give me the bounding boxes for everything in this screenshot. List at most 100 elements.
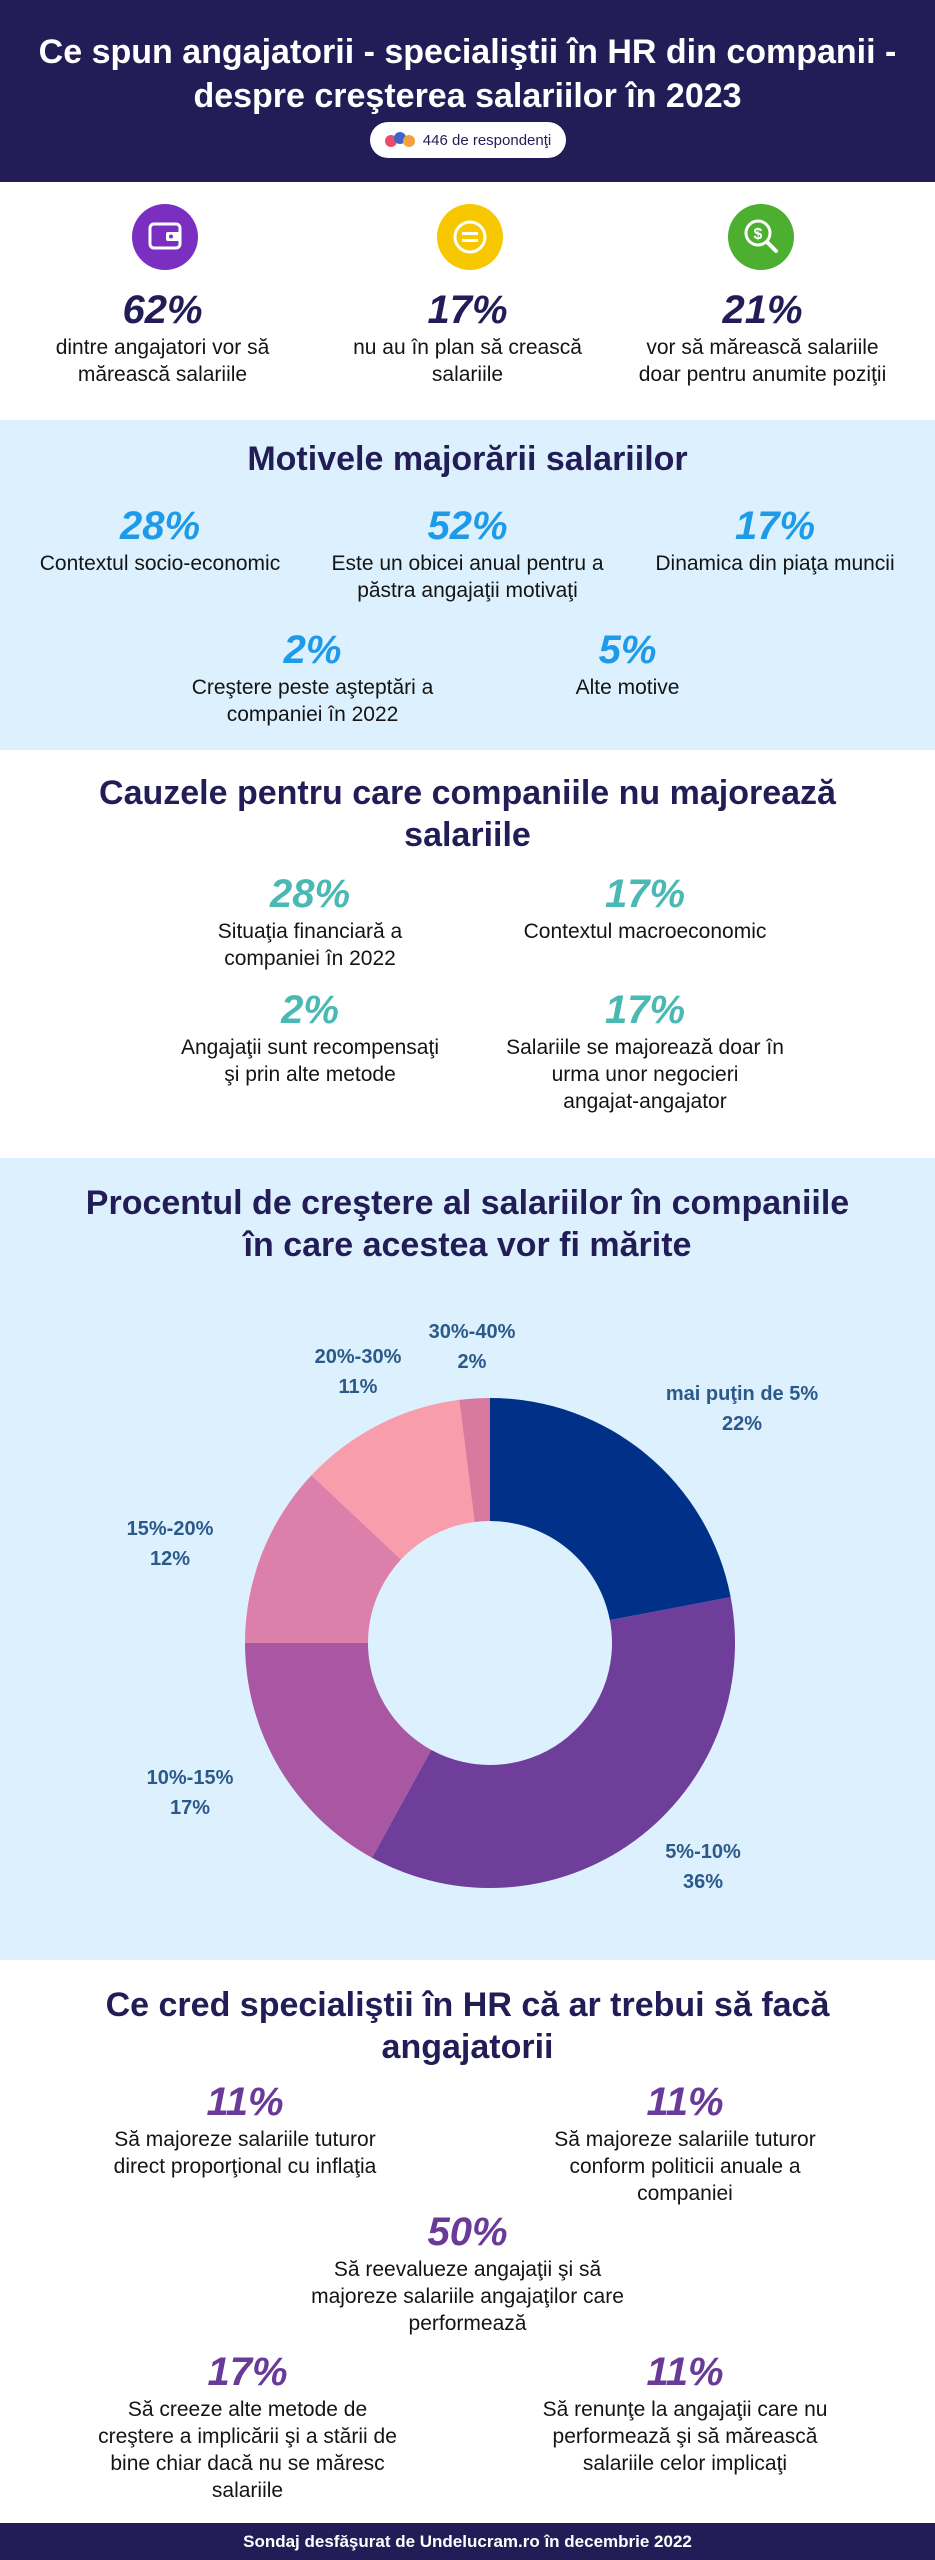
hr-opinion-title-line-2: angajatorii bbox=[381, 2028, 554, 2066]
footer-banner: Sondaj desfăşurat de Undelucram.ro în de… bbox=[0, 2523, 935, 2560]
donut-slice-1 bbox=[371, 1597, 735, 1888]
opinion-desc-line-3: bine chiar dacă nu se măresc bbox=[110, 2452, 385, 2475]
donut-chart: mai puţin de 5% 22% 5%-10% 36% 10%-15% 17% 15%… bbox=[127, 1321, 819, 1893]
reason-percent: 28% bbox=[119, 504, 201, 548]
slice-value-label: 17% bbox=[170, 1797, 210, 1819]
causes-title-line-1: Cauzele pentru care companiile nu majore… bbox=[99, 774, 836, 812]
cause-item: 2% Angajaţii sunt recompensaţi şi prin a… bbox=[140, 986, 480, 1088]
footer-text: Sondaj desfăşurat de Undelucram.ro în de… bbox=[243, 2532, 692, 2551]
opinion-desc-line-3: performează bbox=[408, 2312, 527, 2335]
stat-desc-line-2: mărească salariile bbox=[77, 363, 248, 386]
opinion-percent: 11% bbox=[646, 2350, 724, 2394]
causes-title-line-2: salariile bbox=[404, 816, 531, 854]
donut-slice-3 bbox=[245, 1475, 402, 1643]
chart-title-line-2: în care acestea vor fi mărite bbox=[243, 1226, 692, 1264]
cause-percent: 28% bbox=[269, 872, 351, 916]
cause-desc-line-1: Angajaţii sunt recompensaţi bbox=[181, 1036, 439, 1059]
slice-category-label: 20%-30% bbox=[315, 1346, 402, 1368]
slice-category-label: 15%-20% bbox=[127, 1518, 214, 1540]
opinion-item: 11% Să majoreze salariile tuturor confor… bbox=[510, 2078, 860, 2207]
stat-no-raise: 17% nu au în plan să crească salariile bbox=[315, 286, 620, 388]
reason-percent: 5% bbox=[598, 628, 657, 672]
stat-some-positions: 21% vor să mărească salariile doar pentr… bbox=[610, 286, 915, 388]
reason-desc-line-1: Dinamica din piaţa muncii bbox=[655, 552, 895, 575]
reason-desc-line-1: Alte motive bbox=[575, 676, 680, 699]
stat-raise-salaries: 62% dintre angajatori vor să mărească sa… bbox=[10, 286, 315, 388]
reason-item: 2% Creştere peste aşteptări a companiei … bbox=[160, 626, 465, 728]
reason-percent: 17% bbox=[734, 504, 816, 548]
opinion-percent: 50% bbox=[427, 2210, 508, 2254]
cause-item: 28% Situaţia financiară a companiei în 2… bbox=[140, 870, 480, 972]
reason-percent: 52% bbox=[427, 504, 508, 548]
slice-category-label: 10%-15% bbox=[147, 1767, 234, 1789]
hr-opinion-title-line-1: Ce cred specialiştii în HR că ar trebui … bbox=[105, 1986, 830, 2024]
donut-slice-5 bbox=[459, 1398, 490, 1522]
reason-desc-line-2: păstra angajaţii motivaţi bbox=[357, 579, 578, 602]
slice-value-label: 11% bbox=[339, 1376, 378, 1398]
opinion-percent: 17% bbox=[207, 2350, 288, 2394]
chart-section-title: Procentul de creştere al salariilor în c… bbox=[0, 1182, 935, 1266]
hr-opinion-section: Ce cred specialiştii în HR că ar trebui … bbox=[0, 1960, 935, 2523]
cause-desc-line-1: Salariile se majorează doar în bbox=[506, 1036, 784, 1059]
reason-desc-line-1: Contextul socio-economic bbox=[39, 552, 281, 575]
opinion-item: 11% Să renunţe la angajaţii care nu perf… bbox=[510, 2348, 860, 2477]
page-title-line-1: Ce spun angajatorii - specialiştii în HR… bbox=[38, 33, 897, 71]
opinion-desc-line-2: conform politicii anuale a bbox=[569, 2155, 801, 2178]
slice-value-label: 12% bbox=[150, 1548, 190, 1570]
opinion-desc-line-3: companiei bbox=[637, 2182, 733, 2205]
slice-category-label: 30%-40% bbox=[429, 1321, 516, 1343]
reasons-title: Motivele majorării salariilor bbox=[247, 440, 688, 478]
stat-desc-line-1: dintre angajatori vor să bbox=[55, 336, 270, 359]
reason-desc-line-2: companiei în 2022 bbox=[226, 703, 399, 726]
reason-item: 17% Dinamica din piaţa muncii bbox=[625, 502, 925, 577]
stat-percent: 62% bbox=[122, 288, 203, 332]
slice-value-label: 22% bbox=[722, 1413, 762, 1435]
wallet-icon bbox=[132, 204, 198, 270]
stat-desc-line-1: vor să mărească salariile bbox=[646, 336, 879, 359]
opinion-desc-line-3: salariile celor implicaţi bbox=[582, 2452, 788, 2475]
slice-category-label: mai puţin de 5% bbox=[666, 1383, 818, 1405]
opinion-desc-line-2: creştere a implicării şi a stării de bbox=[98, 2425, 397, 2448]
causes-title: Cauzele pentru care companiile nu majore… bbox=[0, 772, 935, 856]
opinion-desc-line-1: Să majoreze salariile tuturor bbox=[114, 2128, 376, 2151]
opinion-item: 11% Să majoreze salariile tuturor direct… bbox=[75, 2078, 415, 2180]
top-stats-section: $ 62% dintre angajatori vor să mărească … bbox=[0, 182, 935, 420]
opinion-item: 17% Să creeze alte metode de creştere a … bbox=[75, 2348, 420, 2504]
opinion-item: 50% Să reevalueze angajaţii şi să majore… bbox=[270, 2208, 665, 2337]
cause-desc-line-3: angajat-angajator bbox=[563, 1090, 727, 1113]
cause-percent: 2% bbox=[281, 988, 339, 1032]
causes-section: Cauzele pentru care companiile nu majore… bbox=[0, 750, 935, 1158]
opinion-desc-line-1: Să reevalueze angajaţii şi să bbox=[333, 2258, 602, 2281]
header-banner: Ce spun angajatorii - specialiştii în HR… bbox=[0, 0, 935, 182]
cause-percent: 17% bbox=[604, 988, 686, 1032]
chart-title-line-1: Procentul de creştere al salariilor în c… bbox=[85, 1184, 850, 1222]
reason-desc-line-1: Este un obicei anual pentru a bbox=[331, 552, 604, 575]
cause-item: 17% Salariile se majorează doar în urma … bbox=[475, 986, 815, 1115]
slice-category-label: 5%-10% bbox=[665, 1841, 741, 1863]
equal-icon bbox=[437, 204, 503, 270]
opinion-desc-line-1: Să creeze alte metode de bbox=[127, 2398, 368, 2421]
opinion-percent: 11% bbox=[206, 2080, 284, 2124]
reason-item: 5% Alte motive bbox=[475, 626, 780, 701]
hr-opinion-title: Ce cred specialiştii în HR că ar trebui … bbox=[0, 1984, 935, 2068]
stat-desc-line-1: nu au în plan să crească bbox=[353, 336, 582, 359]
opinion-desc-line-2: majoreze salariile angajaţilor care bbox=[311, 2285, 624, 2308]
reason-item: 28% Contextul socio-economic bbox=[10, 502, 310, 577]
cause-desc-line-1: Contextul macroeconomic bbox=[523, 920, 767, 943]
opinion-desc-line-1: Să majoreze salariile tuturor bbox=[554, 2128, 816, 2151]
svg-text:$: $ bbox=[754, 226, 763, 243]
stat-percent: 17% bbox=[427, 288, 508, 332]
slice-value-label: 36% bbox=[683, 1871, 723, 1893]
cause-desc-line-1: Situaţia financiară a bbox=[217, 920, 403, 943]
cause-desc-line-2: companiei în 2022 bbox=[224, 947, 396, 970]
respondents-badge: 446 de respondenţi bbox=[370, 122, 566, 158]
money-search-icon: $ bbox=[728, 204, 794, 270]
donut-slice-2 bbox=[245, 1643, 432, 1858]
cause-desc-line-2: şi prin alte metode bbox=[224, 1063, 396, 1086]
reason-desc-line-1: Creştere peste aşteptări a bbox=[191, 676, 434, 699]
opinion-desc-line-1: Să renunţe la angajaţii care nu bbox=[542, 2398, 828, 2421]
reason-percent: 2% bbox=[283, 628, 342, 672]
opinion-desc-line-2: performează şi să mărească bbox=[552, 2425, 818, 2448]
donut-slice-4 bbox=[311, 1399, 475, 1560]
cause-percent: 17% bbox=[604, 872, 686, 916]
